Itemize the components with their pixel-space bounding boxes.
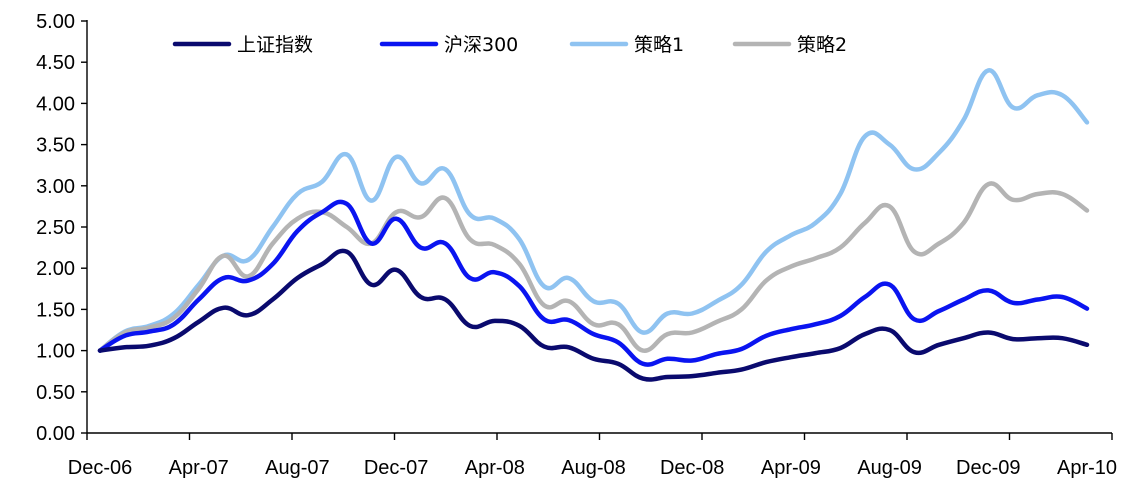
y-axis-ticks: 0.00 0.50 1.00 1.50 2.00 2.50 3.00 3.50 4.00 4.50… [36,11,87,445]
x-axis-ticks: Dec-06 Apr-07 Aug-07 Dec-07 Apr-08 Aug-08 Dec-… [68,433,1117,479]
x-tick-label: Apr-08 [465,457,525,479]
y-tick-label: 2.00 [36,258,75,280]
legend-label-1: 上证指数 [237,34,313,56]
y-axis: 0.00 0.50 1.00 1.50 2.00 2.50 3.00 3.50 4.00 4.50… [36,11,88,445]
series-line-2 [97,199,1090,367]
y-tick-label: 1.00 [36,341,75,363]
y-tick-label: 1.50 [36,299,75,321]
x-tick-label: Aug-07 [265,457,330,479]
x-tick-label: Apr-10 [1057,457,1117,479]
x-tick-label: Dec-09 [956,457,1020,479]
y-tick-label: 4.50 [36,52,75,74]
y-tick-label: 4.00 [36,93,75,115]
y-tick-label: 0.50 [36,382,75,404]
legend: 上证指数 沪深300 策略1 策略2 [172,34,847,56]
y-tick-label: 3.00 [36,176,75,198]
y-tick-label: 2.50 [36,217,75,239]
y-tick-label: 5.00 [36,11,75,33]
series-lines [97,68,1090,382]
y-tick-label: 0.00 [36,423,75,445]
legend-label-2: 沪深300 [444,34,518,56]
x-tick-label: Aug-09 [857,457,922,479]
x-tick-label: Dec-08 [660,457,724,479]
legend-label-4: 策略2 [797,34,847,56]
series-line-4 [97,181,1090,353]
series-line-1 [97,248,1090,382]
x-tick-label: Apr-09 [761,457,821,479]
y-tick-label: 3.50 [36,135,75,157]
x-tick-label: Dec-06 [68,457,132,479]
x-tick-label: Apr-07 [169,457,229,479]
x-tick-label: Dec-07 [364,457,428,479]
legend-label-3: 策略1 [634,34,684,56]
x-axis: Dec-06 Apr-07 Aug-07 Dec-07 Apr-08 Aug-08 Dec-… [68,432,1117,479]
series-line-3 [97,68,1090,353]
x-tick-label: Aug-08 [561,457,626,479]
